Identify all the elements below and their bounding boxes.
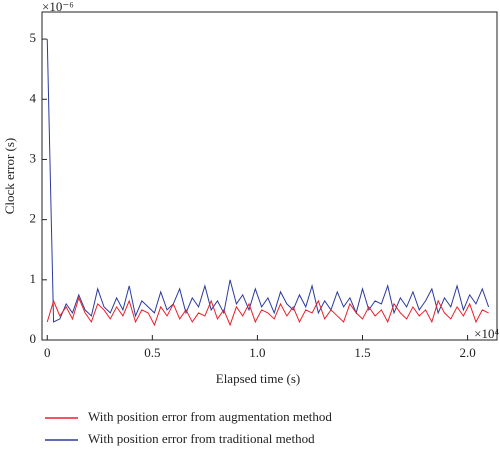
y-axis-label: Clock error (s) (2, 138, 17, 215)
y-multiplier: ×10⁻⁶ (42, 0, 74, 14)
x-tick-label: 0.5 (144, 345, 160, 360)
plot-frame (41, 11, 498, 341)
x-tick-label: 1.0 (249, 345, 265, 360)
y-tick-label: 3 (30, 150, 37, 165)
x-tick-label: 2.0 (459, 345, 475, 360)
series-line (46, 39, 490, 323)
x-axis-label: Elapsed time (s) (216, 371, 300, 386)
y-tick-label: 4 (30, 90, 37, 105)
legend-label: With position error from traditional met… (88, 431, 315, 446)
x-multiplier: ×10⁴ (474, 326, 499, 341)
x-tick-label: 0 (44, 345, 51, 360)
x-tick-label: 1.5 (354, 345, 370, 360)
y-tick-label: 1 (30, 271, 37, 286)
legend-label: With position error from augmentation me… (88, 409, 332, 424)
y-tick-label: 5 (30, 30, 37, 45)
y-tick-label: 0 (30, 331, 37, 346)
y-tick-label: 2 (30, 211, 37, 226)
series-line (46, 296, 489, 327)
